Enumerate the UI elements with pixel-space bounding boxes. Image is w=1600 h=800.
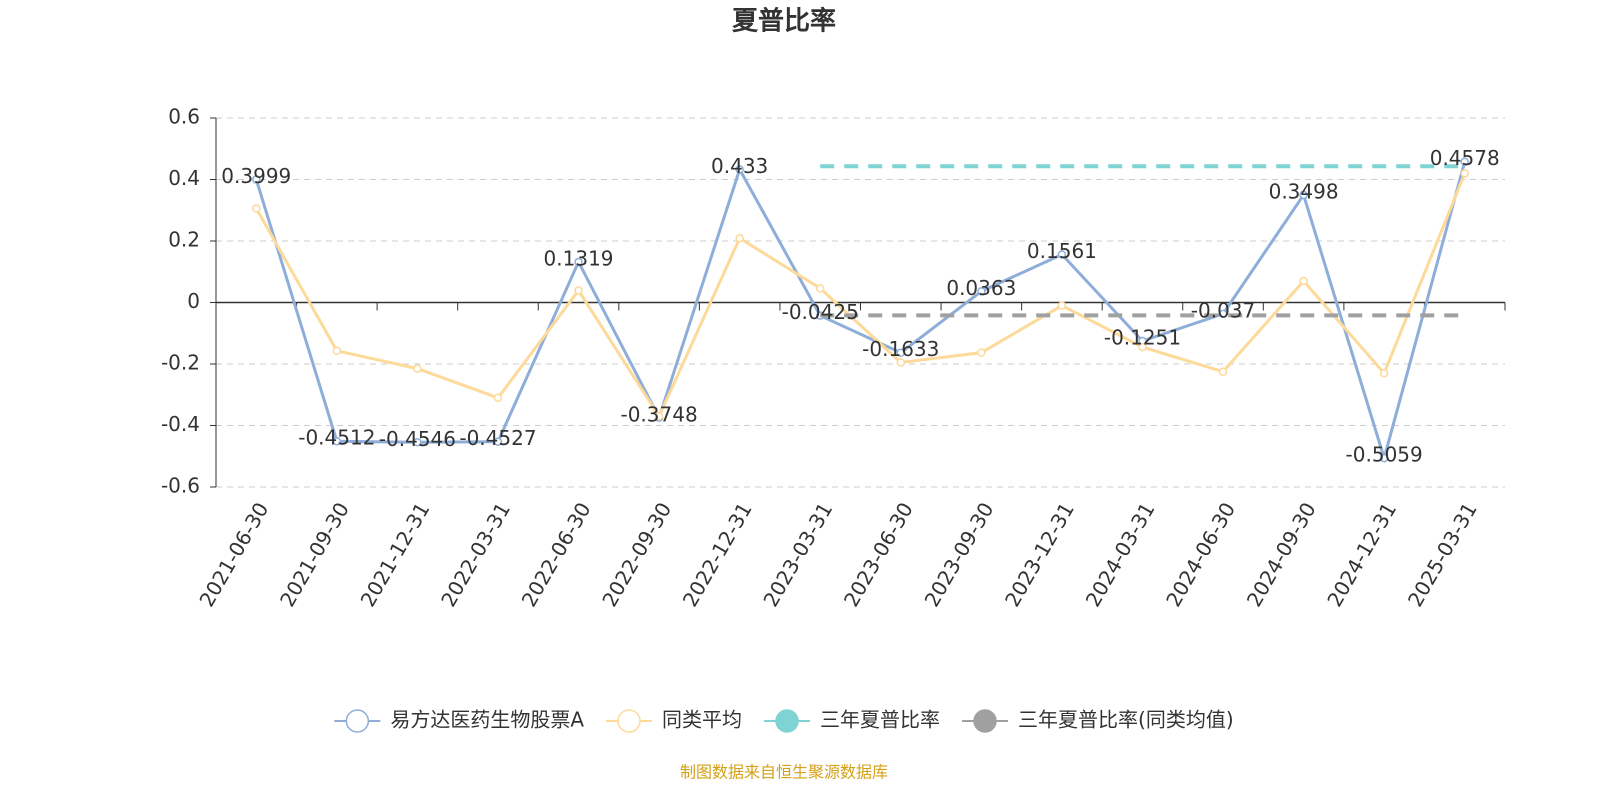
data-point	[654, 412, 664, 421]
data-label: -0.0425	[782, 300, 859, 324]
y-tick-label: 0.6	[168, 105, 200, 129]
y-tick-label: -0.6	[161, 474, 200, 498]
data-point	[1299, 276, 1308, 286]
data-label: -0.3748	[620, 402, 697, 426]
legend-label: 易方达医药生物股票A	[390, 708, 584, 732]
x-tick-label: 2021-06-30	[194, 498, 273, 611]
data-point	[1379, 368, 1389, 378]
y-tick-label: 0.2	[168, 228, 200, 252]
legend-marker	[345, 709, 370, 733]
data-point	[1460, 157, 1469, 166]
x-tick-label: 2023-09-30	[920, 498, 999, 611]
y-tick-label: -0.2	[161, 351, 200, 375]
data-label: -0.4512	[298, 426, 375, 450]
data-point	[1138, 342, 1147, 352]
x-tick-label: 2024-03-31	[1081, 498, 1160, 611]
data-label: -0.037	[1191, 298, 1255, 322]
y-tick-label: 0	[187, 289, 200, 313]
data-point	[574, 286, 583, 295]
data-point	[1379, 453, 1389, 463]
data-label: -0.1251	[1104, 325, 1181, 349]
data-point	[1299, 190, 1308, 200]
data-point	[493, 393, 503, 403]
data-label: 0.1561	[1027, 239, 1097, 263]
data-point	[1218, 309, 1228, 319]
legend: 易方达医药生物股票A 同类平均 三年夏普比率 三年夏普比率(同类均值)	[334, 708, 1234, 733]
x-tick-label: 2021-12-31	[356, 498, 435, 611]
legend-item: 同类平均	[606, 708, 742, 733]
x-tick-label: 2022-03-31	[436, 498, 515, 611]
data-label: -0.4546	[379, 427, 456, 451]
x-tick-label: 2024-06-30	[1161, 498, 1240, 611]
data-point	[735, 233, 744, 243]
data-point	[413, 438, 422, 447]
data-point	[1057, 301, 1067, 310]
data-label: 0.433	[711, 154, 768, 178]
data-label: 0.3999	[221, 164, 291, 188]
data-point	[1057, 250, 1067, 259]
legend-label: 三年夏普比率(同类均值)	[1018, 708, 1234, 732]
data-label: 0.3498	[1269, 179, 1339, 203]
series-line	[254, 172, 1467, 420]
x-tick-label: 2022-06-30	[517, 498, 596, 611]
x-tick-label: 2023-03-31	[758, 498, 837, 611]
legend-marker	[617, 709, 641, 733]
data-point	[332, 346, 342, 356]
data-point	[252, 175, 261, 184]
x-tick-label: 2021-09-30	[275, 498, 354, 611]
legend-label: 同类平均	[662, 708, 742, 732]
y-tick-label: 0.4	[168, 166, 200, 190]
data-point	[1218, 367, 1228, 376]
data-point	[735, 165, 744, 174]
y-tick-label: -0.4	[161, 412, 200, 436]
x-tick-label: 2025-03-31	[1403, 498, 1482, 611]
data-point	[896, 348, 906, 357]
legend-item: 三年夏普比率	[764, 708, 940, 733]
data-label: 0.1319	[544, 246, 614, 270]
data-point	[493, 437, 503, 446]
x-tick-label: 2023-06-30	[839, 498, 918, 611]
data-point	[574, 257, 583, 267]
x-tick-label: 2022-12-31	[678, 498, 757, 611]
data-point	[413, 364, 422, 373]
data-point	[332, 436, 342, 446]
legend-item: 易方达医药生物股票A	[334, 708, 584, 733]
data-point	[896, 358, 906, 367]
series-line	[254, 161, 1467, 464]
x-tick-label: 2023-12-31	[1000, 498, 1079, 611]
legend-marker	[973, 709, 997, 733]
legend-label: 三年夏普比率	[820, 708, 940, 732]
x-tick-label: 2024-12-31	[1322, 498, 1401, 611]
data-point	[815, 284, 825, 293]
data-point	[977, 348, 986, 357]
data-point	[1460, 169, 1469, 178]
source-note: 制图数据来自恒生聚源数据库	[680, 763, 888, 782]
legend-item: 三年夏普比率(同类均值)	[962, 708, 1234, 733]
data-label: 0.0363	[946, 276, 1016, 300]
data-label: 0.4578	[1430, 146, 1500, 170]
chart-title: 夏普比率	[732, 6, 836, 37]
legend-marker	[775, 709, 799, 733]
data-point	[252, 204, 261, 213]
data-label: -0.4527	[459, 426, 536, 450]
data-point	[977, 287, 986, 296]
x-tick-label: 2024-09-30	[1242, 498, 1321, 611]
x-tick-label: 2022-09-30	[597, 498, 676, 611]
data-label: -0.5059	[1346, 443, 1423, 467]
data-label: -0.1633	[862, 337, 939, 361]
